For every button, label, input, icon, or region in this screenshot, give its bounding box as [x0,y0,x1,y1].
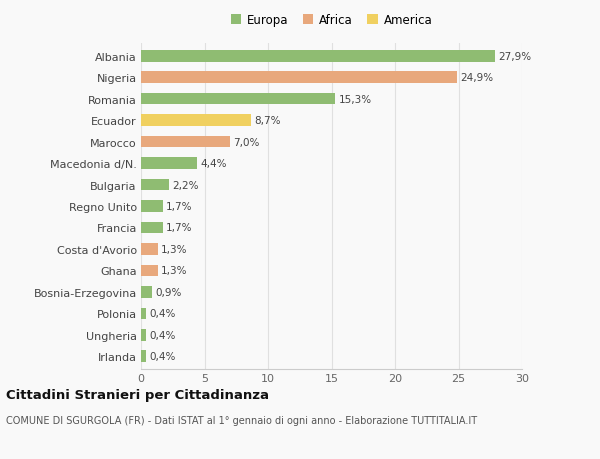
Bar [141,308,146,319]
Bar [141,329,146,341]
Bar [141,265,158,277]
Text: 0,4%: 0,4% [149,352,176,362]
Text: 0,9%: 0,9% [155,287,182,297]
Text: 15,3%: 15,3% [338,95,371,104]
Text: 1,7%: 1,7% [166,202,192,212]
Text: 0,4%: 0,4% [149,309,176,319]
Bar [141,201,163,213]
Text: COMUNE DI SGURGOLA (FR) - Dati ISTAT al 1° gennaio di ogni anno - Elaborazione T: COMUNE DI SGURGOLA (FR) - Dati ISTAT al … [6,415,477,425]
Bar [141,158,197,169]
Text: 1,3%: 1,3% [161,266,187,276]
Bar [141,136,230,148]
Text: 24,9%: 24,9% [460,73,494,83]
Text: 1,7%: 1,7% [166,223,192,233]
Bar [141,222,163,234]
Text: 4,4%: 4,4% [200,159,227,168]
Bar [141,244,158,255]
Bar [141,94,335,105]
Text: 27,9%: 27,9% [499,51,532,62]
Bar [141,50,496,62]
Legend: Europa, Africa, America: Europa, Africa, America [228,12,435,30]
Bar [141,115,251,127]
Bar [141,179,169,191]
Text: 2,2%: 2,2% [172,180,199,190]
Bar [141,286,152,298]
Text: 7,0%: 7,0% [233,137,259,147]
Text: 8,7%: 8,7% [254,116,281,126]
Text: 0,4%: 0,4% [149,330,176,340]
Text: 1,3%: 1,3% [161,245,187,254]
Bar [141,351,146,363]
Text: Cittadini Stranieri per Cittadinanza: Cittadini Stranieri per Cittadinanza [6,388,269,401]
Bar [141,72,457,84]
